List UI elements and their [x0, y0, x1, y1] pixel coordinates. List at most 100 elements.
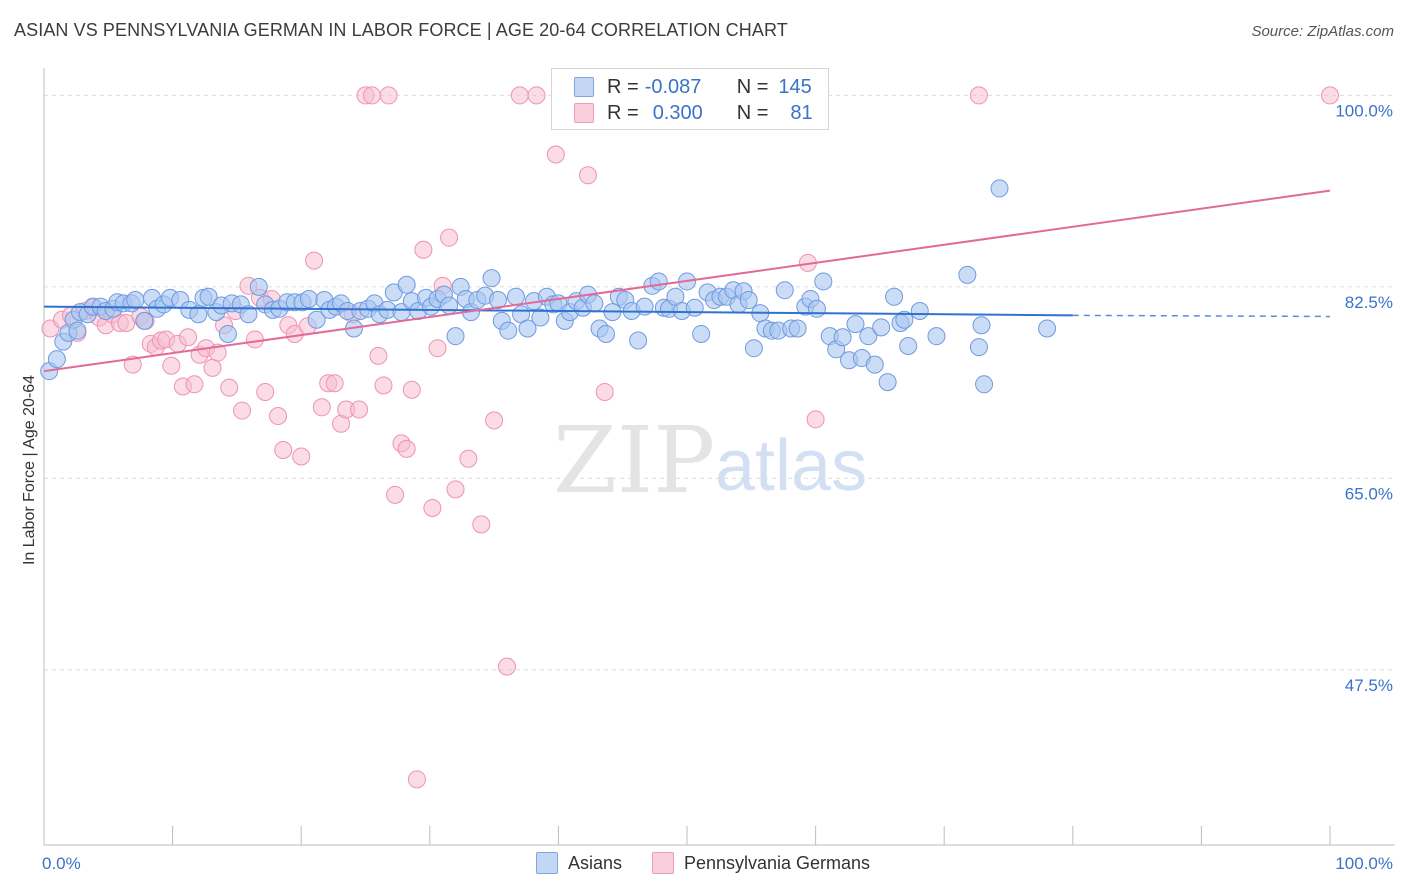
asian-points [40, 179, 1057, 394]
asian-point [990, 179, 1009, 198]
watermark: ZIP atlas [553, 407, 867, 514]
pg-point [123, 355, 142, 374]
asians-legend-swatch [535, 852, 558, 874]
asian-point [865, 355, 884, 374]
n-label: N = [736, 101, 769, 124]
asian-point [927, 327, 946, 346]
asian-point [685, 298, 704, 317]
asians-swatch [574, 77, 594, 97]
asian-point [833, 328, 852, 347]
pg-point [162, 356, 181, 375]
asian-point [199, 287, 218, 306]
asian-point [531, 308, 550, 327]
pg-point [220, 378, 239, 397]
pg-point [806, 410, 825, 429]
pg-point [312, 398, 331, 417]
pg-point [256, 382, 275, 401]
asian-point [629, 331, 648, 350]
pg-point [510, 86, 529, 105]
asian-point [975, 375, 994, 394]
grid-lines [44, 94, 1395, 671]
asian-point [739, 291, 758, 310]
pg-point [185, 375, 204, 394]
source-label: Source: ZipAtlas.com [1251, 23, 1394, 40]
r-label: R = [607, 75, 639, 98]
y-tick-label: 47.5% [1345, 676, 1393, 695]
pg-legend-label: Pennsylvania Germans [683, 852, 871, 873]
asian-point [518, 319, 537, 338]
pg-point [397, 439, 416, 458]
asian-point [397, 275, 416, 294]
pg-point [402, 380, 421, 399]
pg-point [546, 145, 565, 164]
pg-point [179, 328, 198, 347]
x-tick-label: 0.0% [42, 854, 81, 873]
axes [43, 68, 1395, 846]
asians-n-value: 145 [778, 75, 812, 98]
asian-point [218, 324, 237, 343]
asian-point [189, 305, 208, 324]
pg-point [374, 376, 393, 395]
pg-point [379, 86, 398, 105]
pg-point [446, 480, 465, 499]
asian-point [958, 265, 977, 284]
pg-point [969, 86, 988, 105]
asian-point [482, 269, 501, 288]
asian-point [807, 299, 826, 318]
asian-point [895, 310, 914, 329]
asians-r-value: -0.087 [644, 75, 702, 98]
watermark-zip: ZIP [553, 407, 715, 514]
asian-point [135, 311, 154, 330]
pg-swatch [574, 103, 594, 123]
asian-point [1038, 319, 1057, 338]
pg-point [472, 515, 491, 534]
pg-legend-swatch [651, 852, 674, 874]
pg-point [274, 440, 293, 459]
series-legend: Asians Pennsylvania Germans [0, 852, 1406, 874]
pg-point [350, 400, 369, 419]
asian-point [972, 316, 991, 335]
asian-point [499, 321, 518, 340]
asian-point [814, 272, 833, 291]
asian-point [899, 337, 918, 356]
asian-point [859, 327, 878, 346]
pg-point [325, 374, 344, 393]
watermark-atlas: atlas [715, 426, 867, 506]
asian-point [788, 319, 807, 338]
trend-lines [43, 189, 1331, 373]
legend-row-pg: R = 0.300 N = 81 [574, 101, 813, 125]
pg-point [269, 407, 288, 426]
legend-row-asians: R = -0.087 N = 145 [574, 75, 812, 99]
asian-point [775, 281, 794, 300]
x-tick-label: 100.0% [1335, 854, 1393, 873]
asian-point [446, 327, 465, 346]
asian-point [440, 296, 459, 315]
asian-point [878, 373, 897, 392]
asian-point [692, 324, 711, 343]
asian-point [299, 289, 318, 308]
asian-point [649, 272, 668, 291]
y-tick-label: 65.0% [1345, 484, 1393, 503]
y-tick-label: 100.0% [1335, 101, 1393, 120]
asian-point [68, 321, 87, 340]
asian-point [872, 318, 891, 337]
r-label: R = [607, 101, 639, 124]
pg-point [362, 86, 381, 105]
asian-point [239, 305, 258, 324]
pg-point [578, 166, 597, 185]
asian-point [488, 291, 507, 310]
pg-point [305, 251, 324, 270]
asian-point [969, 338, 988, 357]
legend-item-pg: Pennsylvania Germans [651, 852, 871, 874]
asian-point [126, 291, 145, 310]
asians-legend-label: Asians [567, 852, 622, 873]
pg-point [245, 330, 264, 349]
pg-n-value: 81 [790, 101, 813, 124]
pg-trend-line [43, 189, 1331, 373]
correlation-legend: R = -0.087 N = 145 R = 0.300 N = 81 [551, 68, 829, 130]
pg-point [595, 382, 614, 401]
pg-point [203, 358, 222, 377]
pg-point [440, 228, 459, 247]
pg-point [386, 485, 405, 504]
